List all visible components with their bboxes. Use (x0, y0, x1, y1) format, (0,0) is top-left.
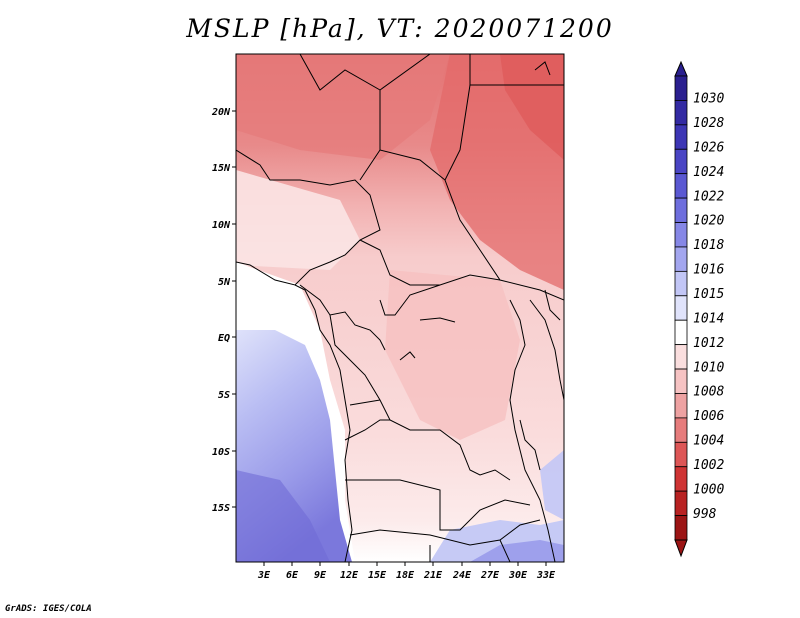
colorbar-swatch (674, 246, 688, 272)
colorbar-swatch (674, 393, 688, 419)
colorbar-swatch (674, 222, 688, 248)
lon-label: 30E (508, 570, 528, 581)
colorbar-label: 1004 (693, 434, 724, 449)
lon-label: 24E (452, 570, 472, 581)
lat-label: 10N (212, 220, 231, 231)
colorbar-label: 1014 (693, 311, 724, 326)
colorbar-swatch (674, 368, 688, 394)
lon-label: 6E (286, 570, 299, 581)
colorbar-label: 1010 (693, 360, 724, 375)
colorbar-label: 1016 (693, 263, 724, 278)
colorbar-swatch (674, 270, 688, 297)
lat-label: 10S (212, 447, 230, 458)
longitude-labels: 3E 6E 9E 12E 15E 18E 21E 24E 27E 30E 33E (257, 570, 556, 581)
colorbar-label: 1024 (693, 165, 724, 180)
colorbar-swatch (674, 441, 688, 468)
credit-text: GrADS: IGES/COLA (5, 604, 92, 614)
lon-label: 12E (340, 570, 359, 581)
colorbar-swatch (674, 515, 688, 541)
colorbar-swatch (674, 319, 688, 346)
colorbar-label: 1000 (693, 482, 724, 497)
colorbar: 1030 1028 1026 1024 1022 1020 1018 1016 1015 1014… (674, 60, 724, 558)
colorbar-bottom-arrow (674, 539, 688, 558)
lon-label: 21E (423, 570, 443, 581)
colorbar-label: 1008 (693, 385, 724, 400)
colorbar-label: 1002 (693, 458, 724, 473)
colorbar-swatch (674, 75, 688, 101)
lat-label: EQ (218, 333, 230, 344)
lon-label: 9E (314, 570, 327, 581)
colorbar-swatch (674, 417, 688, 443)
lat-label: 15S (212, 503, 230, 514)
colorbar-swatch (674, 466, 688, 492)
colorbar-label: 1015 (693, 287, 724, 302)
colorbar-label: 1020 (693, 214, 724, 229)
latitude-labels: 20N 15N 10N 5N EQ 5S 10S 15S (211, 107, 231, 514)
colorbar-swatch (674, 173, 688, 199)
colorbar-swatch (674, 197, 688, 223)
latitude-ticks (232, 110, 236, 508)
map-frame (235, 53, 565, 563)
lon-label: 27E (480, 570, 500, 581)
colorbar-top-arrow (674, 60, 688, 77)
colorbar-swatch (674, 344, 688, 370)
lat-label: 5S (218, 390, 230, 401)
longitude-ticks (263, 562, 547, 566)
colorbar-label: 1022 (693, 189, 724, 204)
colorbar-label: 1026 (693, 140, 724, 155)
colorbar-label: 998 (693, 507, 717, 522)
colorbar-swatch (674, 124, 688, 150)
lat-label: 15N (212, 163, 231, 174)
colorbar-swatch (674, 148, 688, 175)
page-title: MSLP [hPa], VT: 2020071200 (186, 14, 614, 43)
colorbar-label: 1006 (693, 409, 724, 424)
colorbar-swatch (674, 295, 688, 321)
colorbar-label: 1028 (693, 116, 724, 131)
lon-label: 15E (368, 570, 387, 581)
lon-label: 33E (536, 570, 556, 581)
colorbar-label: 1012 (693, 336, 724, 351)
colorbar-label: 1018 (693, 238, 724, 253)
lon-label: 3E (257, 570, 271, 581)
country-borders (236, 54, 564, 562)
lat-label: 20N (211, 107, 231, 118)
lat-label: 5N (218, 277, 231, 288)
colorbar-swatch (674, 490, 688, 516)
colorbar-swatch (674, 100, 688, 126)
lon-label: 18E (396, 570, 415, 581)
colorbar-label: 1030 (693, 92, 724, 107)
